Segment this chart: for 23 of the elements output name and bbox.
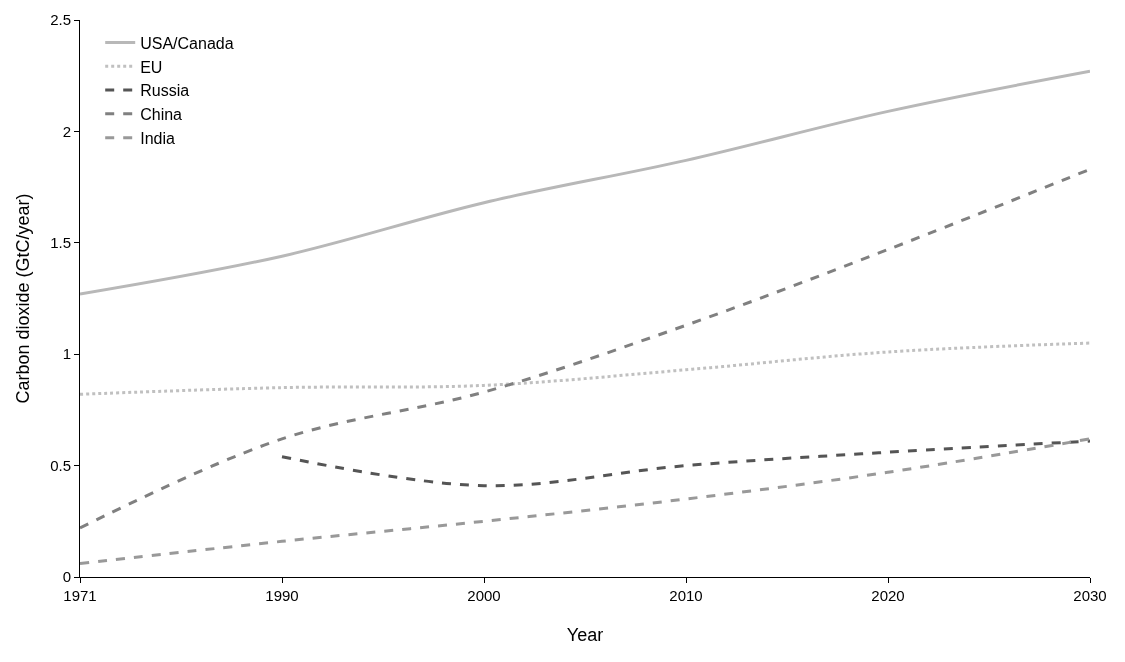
x-tick-label: 2000 (467, 587, 501, 604)
legend-label: USA/Canada (140, 34, 234, 52)
x-tick-label: 2010 (669, 587, 703, 604)
legend-label: China (140, 106, 183, 124)
y-tick-label: 0 (62, 568, 71, 586)
y-tick-label: 0.5 (50, 456, 71, 474)
x-axis-title: Year (566, 625, 604, 646)
x-tick-label: 2020 (871, 587, 905, 604)
legend-label: Russia (140, 82, 190, 100)
legend-label: India (140, 129, 175, 147)
line-series (280, 439, 1090, 488)
line-series (80, 341, 1090, 396)
x-tick-label: 1971 (63, 587, 97, 604)
x-tick-label: 2030 (1073, 587, 1107, 604)
y-tick-label: 1.5 (50, 234, 71, 252)
y-tick-label: 2.5 (50, 11, 71, 29)
y-axis-title: Carbon dioxide (GtC/year) (13, 193, 34, 404)
line-series (80, 437, 1090, 566)
x-tick-label: 1990 (265, 587, 299, 604)
legend-label: EU (140, 58, 163, 76)
y-tick-label: 1 (62, 345, 71, 363)
line-series (80, 167, 1090, 530)
y-tick-label: 2 (62, 122, 71, 140)
